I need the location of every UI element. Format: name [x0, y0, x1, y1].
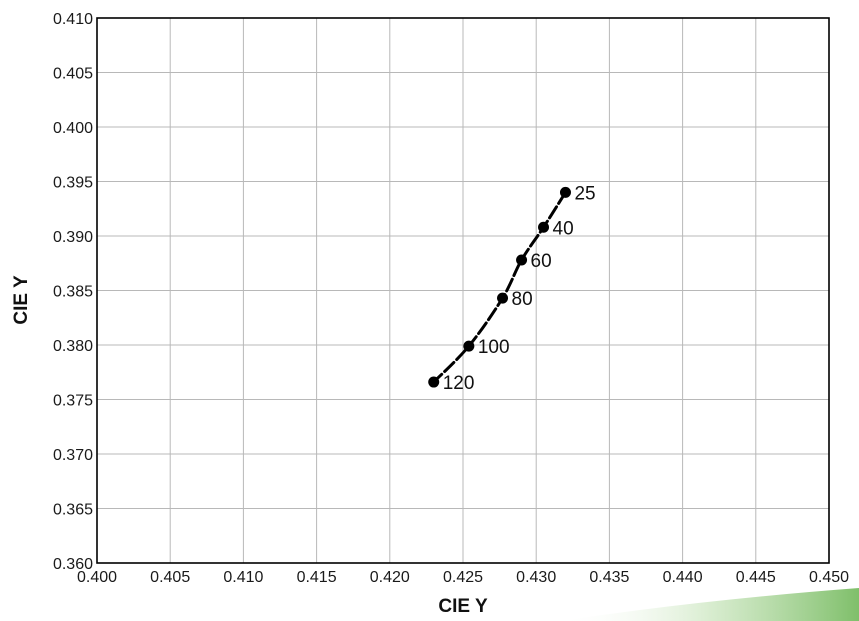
x-axis-title: CIE Y [438, 596, 488, 617]
y-tick-label: 0.365 [53, 502, 93, 519]
data-label-40: 40 [553, 218, 574, 239]
x-tick-label: 0.435 [589, 569, 629, 586]
x-tick-label: 0.425 [443, 569, 483, 586]
x-tick-label: 0.450 [809, 569, 849, 586]
y-tick-label: 0.380 [53, 338, 93, 355]
x-tick-label: 0.400 [77, 569, 117, 586]
data-point-40 [538, 221, 550, 233]
y-tick-label: 0.370 [53, 447, 93, 464]
data-point-60 [516, 254, 528, 266]
y-tick-label: 0.390 [53, 229, 93, 246]
data-label-80: 80 [512, 289, 533, 310]
y-tick-label: 0.360 [53, 556, 93, 573]
data-point-25 [559, 186, 571, 198]
x-axis-ticks: 0.400 0.405 0.410 0.415 0.420 0.425 0.430 0.435… [77, 569, 849, 586]
x-tick-label: 0.405 [150, 569, 190, 586]
decorative-swoosh [560, 588, 859, 621]
y-axis-ticks: 0.360 0.365 0.370 0.375 0.380 0.385 0.390 0.395… [53, 11, 93, 573]
y-tick-label: 0.395 [53, 175, 93, 192]
data-label-60: 60 [531, 251, 552, 272]
y-tick-label: 0.385 [53, 284, 93, 301]
y-tick-label: 0.400 [53, 120, 93, 137]
x-tick-label: 0.420 [370, 569, 410, 586]
x-tick-label: 0.430 [516, 569, 556, 586]
data-point-100 [463, 340, 475, 352]
data-point-120 [428, 376, 440, 388]
x-tick-label: 0.440 [663, 569, 703, 586]
grid [97, 18, 829, 563]
data-label-120: 120 [443, 373, 475, 394]
x-tick-label: 0.410 [223, 569, 263, 586]
plot-frame [96, 17, 830, 564]
x-tick-label: 0.445 [736, 569, 776, 586]
data-label-100: 100 [478, 337, 510, 358]
data-label-25: 25 [574, 183, 595, 204]
y-axis-title: CIE Y [11, 275, 32, 325]
data-point-80 [497, 292, 509, 304]
y-tick-label: 0.410 [53, 11, 93, 28]
y-tick-label: 0.375 [53, 393, 93, 410]
y-tick-label: 0.405 [53, 66, 93, 83]
x-tick-label: 0.415 [297, 569, 337, 586]
